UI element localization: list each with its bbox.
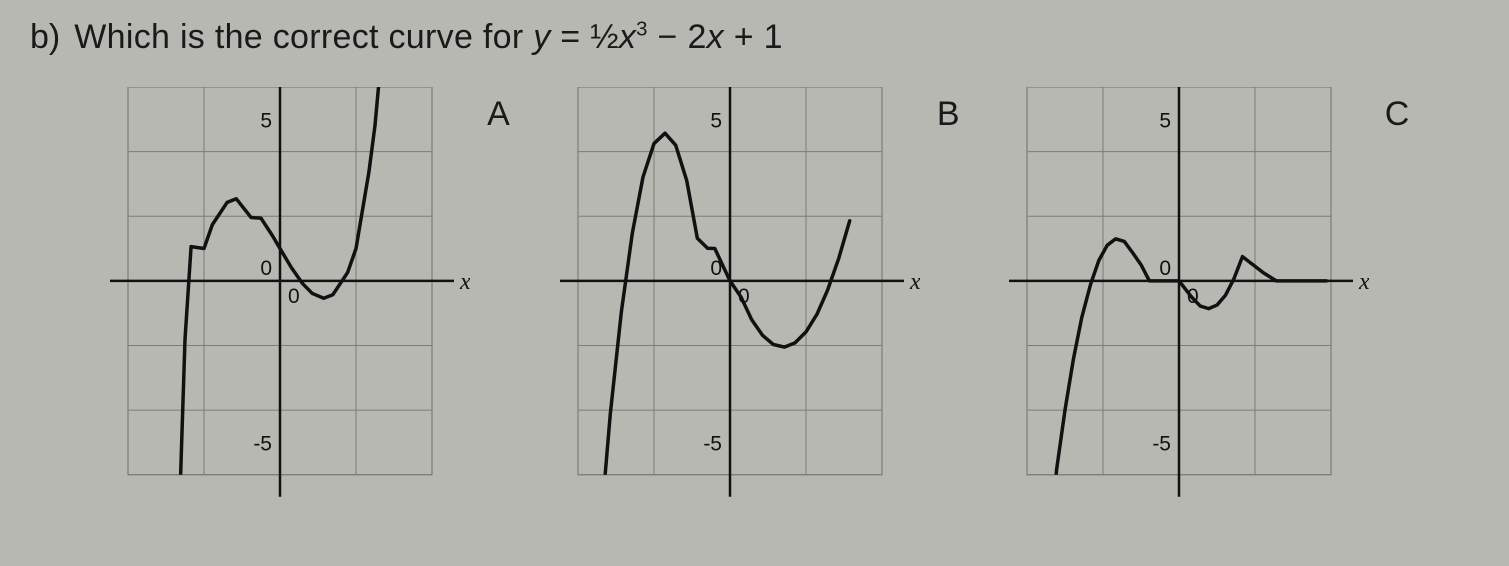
chart-C: Cyx5-500	[989, 87, 1419, 507]
chart-letter-C: C	[1385, 95, 1410, 134]
svg-text:5: 5	[1160, 109, 1172, 132]
svg-text:x: x	[459, 269, 470, 295]
svg-text:-5: -5	[703, 432, 722, 455]
curve-B	[599, 133, 849, 507]
svg-text:-5: -5	[253, 432, 272, 455]
question-row: b) Which is the correct curve for y = ½x…	[30, 18, 1479, 57]
svg-text:5: 5	[710, 109, 722, 132]
question-text: Which is the correct curve for y = ½x3 −…	[74, 18, 783, 57]
chart-svg-B: yx5-500	[540, 87, 920, 507]
charts-row: Ayx5-500Byx5-500Cyx5-500	[30, 87, 1479, 507]
svg-text:-5: -5	[1153, 432, 1172, 455]
question-label: b)	[30, 18, 60, 57]
chart-letter-A: A	[487, 95, 510, 134]
svg-text:x: x	[909, 269, 920, 295]
question-prefix: Which is the correct curve for	[74, 18, 533, 56]
svg-text:5: 5	[260, 109, 272, 132]
question-equation: y = ½x3 − 2x + 1	[533, 18, 783, 56]
svg-text:0: 0	[710, 257, 722, 280]
svg-text:0: 0	[738, 285, 750, 308]
chart-svg-A: yx5-500	[90, 87, 470, 507]
svg-text:0: 0	[288, 285, 300, 308]
svg-text:x: x	[1358, 269, 1369, 295]
svg-text:0: 0	[1187, 285, 1199, 308]
svg-text:0: 0	[1160, 257, 1172, 280]
svg-text:0: 0	[260, 257, 272, 280]
chart-A: Ayx5-500	[90, 87, 520, 507]
chart-letter-B: B	[937, 95, 960, 134]
chart-svg-C: yx5-500	[989, 87, 1369, 507]
curve-C	[1051, 239, 1327, 507]
chart-B: Byx5-500	[540, 87, 970, 507]
